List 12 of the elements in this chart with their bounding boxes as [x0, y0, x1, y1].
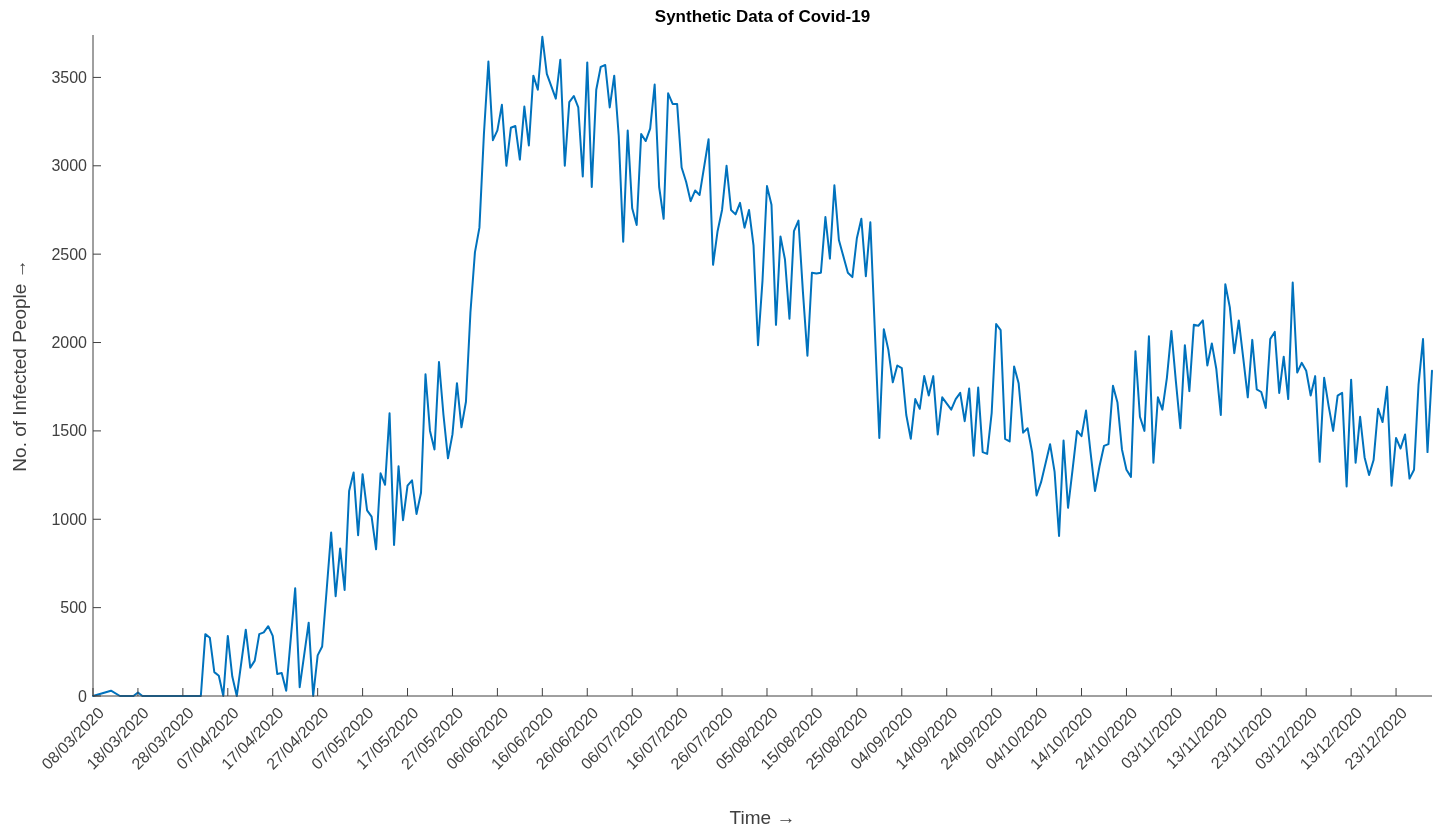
- x-axis-title: Time →: [729, 807, 796, 828]
- y-axis-title: No. of Infected People →: [9, 259, 30, 472]
- y-tick-label: 3000: [51, 157, 88, 175]
- chart-title: Synthetic Data of Covid-19: [654, 7, 871, 26]
- y-tick-label: 2000: [51, 334, 88, 352]
- y-tick-label: 1000: [51, 510, 88, 528]
- y-tick-label: 500: [60, 599, 88, 617]
- y-tick-label: 0: [78, 687, 88, 705]
- y-tick-label: 3500: [51, 69, 88, 87]
- y-tick-label: 2500: [51, 245, 88, 263]
- y-tick-label: 1500: [51, 422, 88, 440]
- line-series: [92, 35, 1433, 697]
